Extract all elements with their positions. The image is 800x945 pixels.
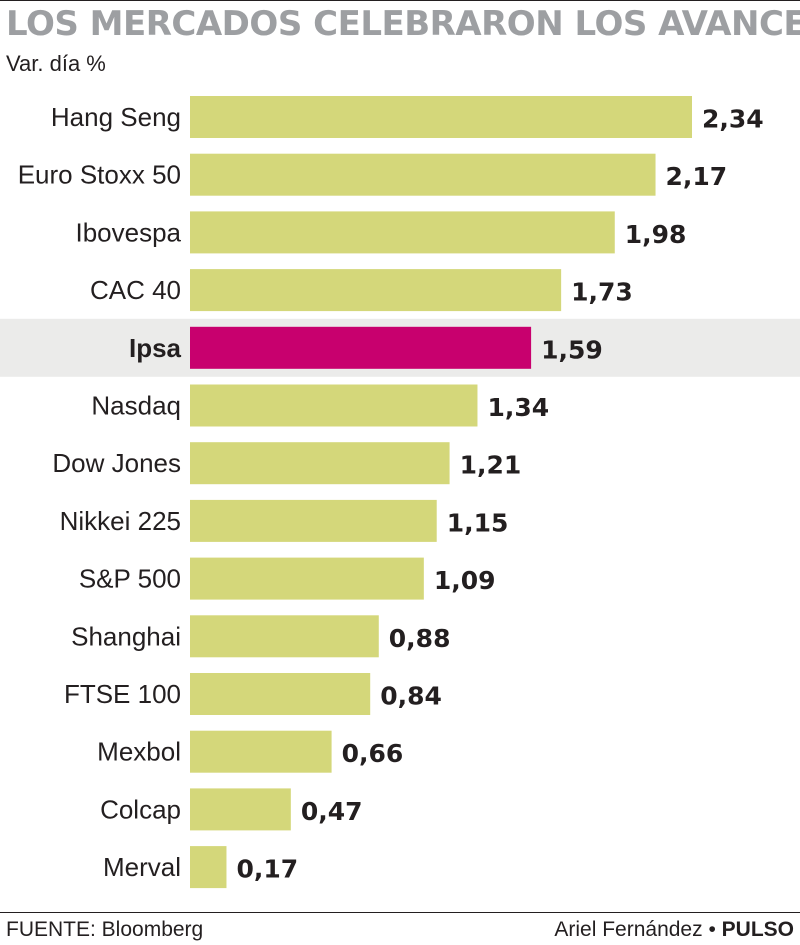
- chart-subtitle: Var. día %: [6, 51, 106, 76]
- value-label: 2,17: [666, 162, 728, 191]
- value-label: 1,34: [487, 393, 549, 422]
- bar: [190, 846, 227, 889]
- bar: [190, 96, 692, 138]
- footer-rule: [0, 912, 800, 913]
- bar: [190, 730, 332, 773]
- bar: [190, 211, 615, 254]
- category-label: Nasdaq: [91, 391, 181, 421]
- bar: [190, 384, 478, 427]
- publication-name: PULSO: [721, 918, 794, 941]
- value-label: 1,73: [571, 278, 633, 307]
- bar-chart: Hang Seng 2,34 Euro Stoxx 50 2,17 Ibovespa 1,…: [0, 96, 800, 889]
- category-label: Nikkei 225: [60, 506, 181, 536]
- category-label: Dow Jones: [52, 448, 181, 478]
- category-label: Merval: [103, 852, 181, 882]
- category-label: FTSE 100: [64, 679, 181, 709]
- category-label: Ibovespa: [75, 217, 181, 247]
- value-label: 0,17: [236, 855, 298, 884]
- category-label: S&P 500: [79, 564, 181, 594]
- value-label: 1,98: [625, 220, 687, 249]
- value-label: 1,15: [447, 508, 509, 537]
- category-label: CAC 40: [90, 275, 181, 305]
- value-label: 1,21: [460, 451, 522, 480]
- category-label: Hang Seng: [51, 102, 181, 132]
- bar: [190, 673, 371, 715]
- bar: [190, 788, 291, 831]
- category-label: Shanghai: [71, 621, 181, 651]
- bar: [190, 615, 379, 658]
- category-label: Colcap: [100, 794, 181, 824]
- author-name: Ariel Fernández: [554, 918, 703, 941]
- top-rule: [0, 0, 800, 1]
- value-label: 0,66: [342, 739, 404, 768]
- source-note: FUENTE: Bloomberg: [6, 918, 204, 941]
- credit-line: Ariel Fernández • PULSO: [554, 916, 794, 944]
- category-label: Euro Stoxx 50: [18, 160, 181, 190]
- category-label: Mexbol: [97, 737, 181, 767]
- value-label: 0,88: [389, 624, 451, 653]
- value-label: 2,34: [702, 105, 764, 134]
- bar: [190, 269, 562, 312]
- bar: [190, 499, 437, 542]
- value-label: 1,09: [434, 566, 496, 595]
- chart-title: LOS MERCADOS CELEBRARON LOS AVANCES: [6, 4, 800, 44]
- value-label: 0,84: [380, 682, 442, 711]
- value-label: 1,59: [541, 335, 603, 364]
- bar: [190, 557, 424, 600]
- bar: [190, 326, 532, 369]
- category-label: Ipsa: [129, 333, 182, 363]
- credit-separator: •: [708, 918, 716, 941]
- bar: [190, 442, 450, 485]
- value-label: 0,47: [301, 797, 363, 826]
- bar: [190, 153, 656, 196]
